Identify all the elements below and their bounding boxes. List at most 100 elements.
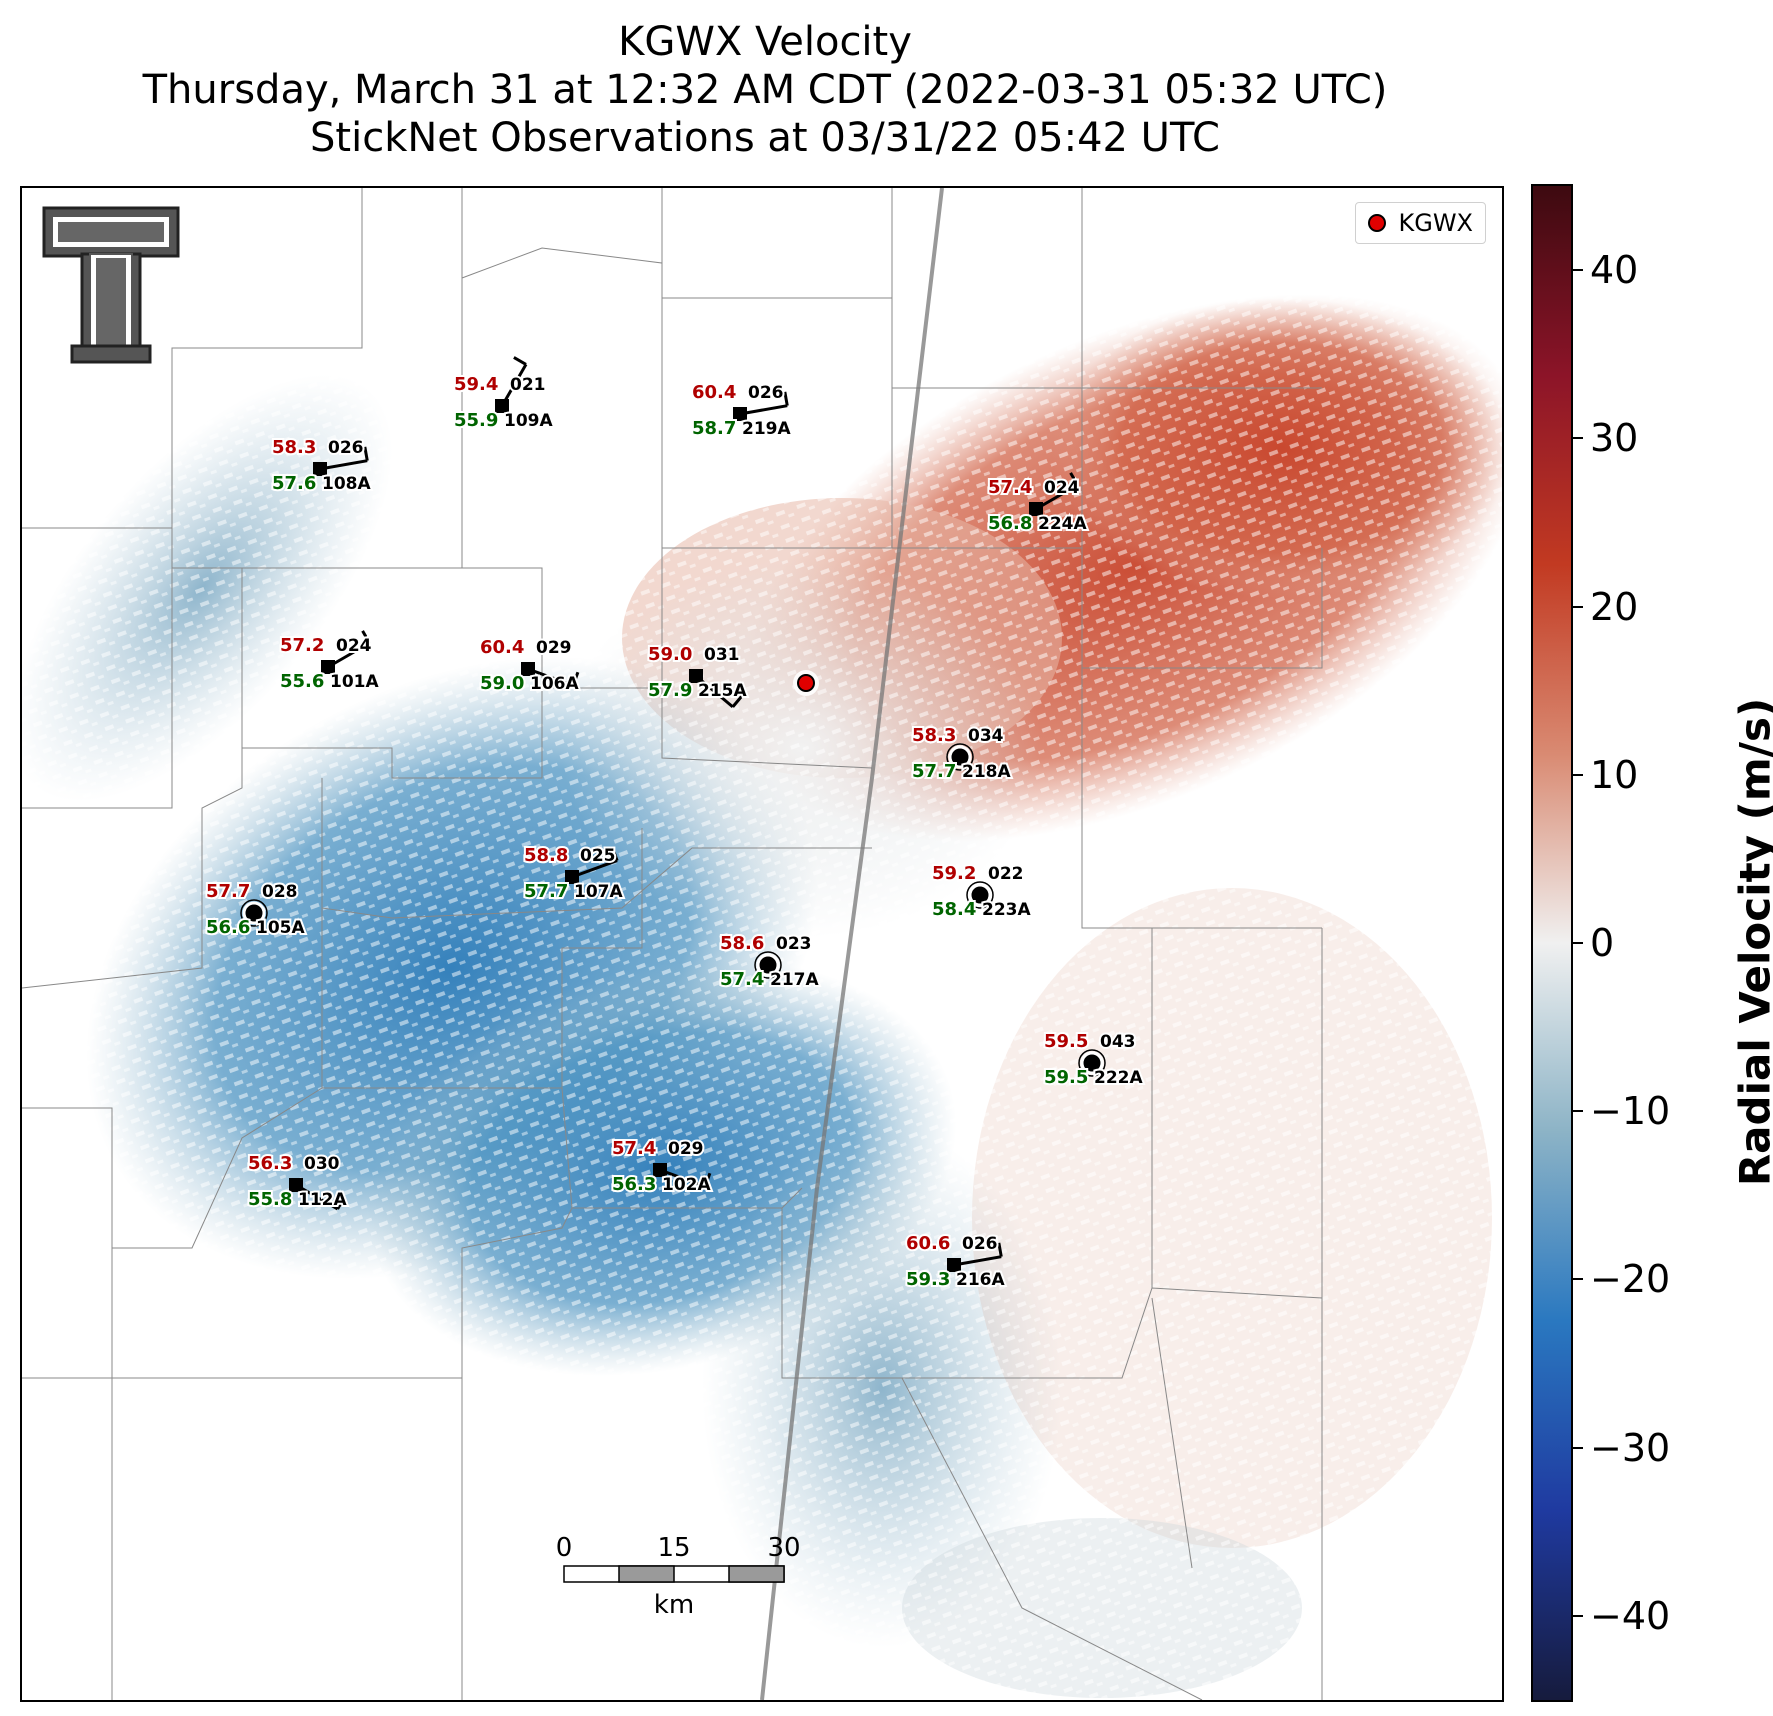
station-217A: 58.6 023 57.4 217A [718, 931, 821, 992]
station-marker-square [289, 1178, 303, 1192]
station-wind-speed: 026 [962, 1234, 998, 1254]
colorbar-tick-label: −10 [1590, 1089, 1671, 1134]
station-wind-speed: 023 [776, 934, 812, 954]
station-wind-speed: 031 [704, 645, 740, 665]
colorbar-tick [1573, 437, 1583, 440]
radar-site-marker [793, 670, 819, 696]
station-marker-square [321, 660, 335, 674]
station-216A: 60.6 026 59.3 216A [904, 1231, 1007, 1292]
station-marker-calm [948, 745, 972, 769]
colorbar-tick-label: −20 [1590, 1257, 1671, 1302]
station-222A: 59.5 043 59.5 222A [1042, 1029, 1145, 1090]
station-marker-calm [968, 883, 992, 907]
station-224A: 57.4 024 56.8 224A [986, 472, 1089, 536]
wind-barb [739, 404, 788, 416]
station-id: 109A [504, 411, 553, 431]
station-wind-speed: 026 [748, 383, 784, 403]
title-scan-time: Thursday, March 31 at 12:32 AM CDT (2022… [142, 67, 1388, 113]
station-wind-speed: 024 [336, 636, 372, 656]
wind-barb [571, 859, 618, 879]
station-id: 223A [982, 900, 1031, 920]
station-temperature: 58.6 [720, 933, 764, 954]
station-219A: 60.4 026 58.7 219A [690, 380, 793, 441]
colorbar-tick-label: −30 [1590, 1425, 1671, 1470]
station-108A: 58.3 026 57.6 108A [270, 435, 373, 496]
county-boundaries [22, 188, 1323, 1700]
wind-barb [953, 1255, 1002, 1267]
title-observation-time: StickNet Observations at 03/31/22 05:42 … [310, 115, 1220, 161]
station-marker-calm [1080, 1051, 1104, 1075]
colorbar-tick [1573, 942, 1583, 944]
station-id: 106A [530, 674, 579, 694]
station-temperature: 57.2 [280, 635, 324, 656]
station-wind-speed: 025 [580, 846, 616, 866]
colorbar-tick [1573, 1278, 1583, 1281]
wind-barb [527, 667, 574, 687]
station-102A: 57.4 029 56.3 102A [610, 1136, 713, 1197]
station-marker-square [653, 1163, 667, 1177]
station-id: 101A [330, 672, 379, 692]
station-dewpoint: 56.3 [612, 1174, 656, 1195]
station-marker-ring [1078, 1049, 1106, 1077]
wind-barb [319, 459, 368, 471]
station-wind-speed: 026 [328, 438, 364, 458]
radar-map-canvas: 0 15 30 km 59.4 021 55.9 109A 60.4 026 58.7 219… [22, 188, 1502, 1700]
wind-barb-flag [703, 1172, 712, 1187]
colorbar-tick-label: 40 [1590, 248, 1639, 293]
station-dewpoint: 56.6 [206, 917, 250, 938]
state-boundary [760, 188, 944, 1700]
station-temperature: 56.3 [248, 1153, 292, 1174]
colorbar-tick [1573, 605, 1583, 608]
station-id: 105A [256, 918, 305, 938]
station-marker-calm [756, 953, 780, 977]
wind-barb-flag [610, 846, 619, 862]
station-marker-square [947, 1258, 961, 1272]
station-temperature: 60.4 [480, 637, 524, 658]
station-temperature: 59.2 [932, 863, 976, 884]
station-id: 112A [298, 1190, 347, 1210]
station-106A: 60.4 029 59.0 106A [478, 635, 581, 696]
station-temperature: 57.4 [612, 1138, 656, 1159]
colorbar-tick [1573, 1110, 1583, 1113]
station-temperature: 60.6 [906, 1233, 950, 1254]
scale-unit: km [654, 1590, 694, 1620]
station-id: 215A [698, 681, 747, 701]
station-marker-ring [240, 899, 268, 927]
station-105A: 57.7 028 56.6 105A [204, 879, 307, 940]
station-dewpoint: 58.7 [692, 418, 736, 439]
wind-barb [659, 1168, 706, 1188]
station-marker-square [565, 870, 579, 884]
station-wind-speed: 034 [968, 726, 1004, 746]
map-legend: KGWX [1355, 202, 1486, 244]
scale-tick-0: 0 [556, 1533, 573, 1563]
station-marker-square [313, 462, 327, 476]
station-marker-square [733, 407, 747, 421]
station-wind-speed: 024 [1044, 478, 1080, 498]
station-dewpoint: 58.4 [932, 899, 976, 920]
scale-tick-30: 30 [767, 1533, 800, 1563]
wind-barb-flag [997, 1242, 1003, 1257]
colorbar-tick-label: 30 [1590, 416, 1639, 461]
station-dewpoint: 55.9 [454, 410, 498, 431]
station-dewpoint: 55.6 [280, 671, 324, 692]
station-wind-speed: 022 [988, 864, 1024, 884]
wind-barb-flag [361, 630, 371, 644]
station-dewpoint: 57.7 [524, 881, 568, 902]
station-temperature: 59.5 [1044, 1031, 1088, 1052]
station-temperature: 58.3 [912, 725, 956, 746]
station-dewpoint: 57.9 [648, 680, 692, 701]
wind-barb-flag [363, 446, 369, 461]
wind-barb-flag [731, 695, 743, 708]
station-215A: 59.0 031 57.9 215A [646, 642, 749, 709]
station-temperature: 57.4 [988, 477, 1032, 498]
wind-barb-flag [1069, 472, 1079, 486]
station-temperature: 60.4 [692, 382, 736, 403]
station-dewpoint: 55.8 [248, 1189, 292, 1210]
station-marker-ring [946, 743, 974, 771]
station-id: 224A [1038, 514, 1087, 534]
station-temperature: 59.0 [648, 644, 692, 665]
colorbar-tick-label: 10 [1590, 752, 1639, 797]
station-dewpoint: 57.4 [720, 969, 764, 990]
radar-site-legend-icon [1368, 214, 1387, 232]
station-dewpoint: 59.5 [1044, 1067, 1088, 1088]
